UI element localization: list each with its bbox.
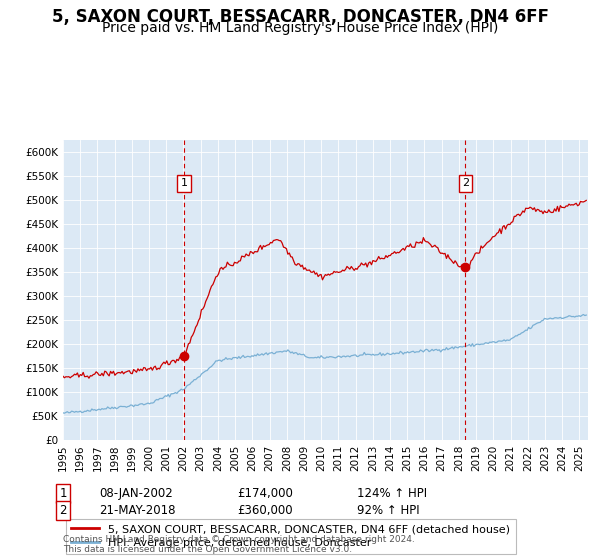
Text: 5, SAXON COURT, BESSACARR, DONCASTER, DN4 6FF: 5, SAXON COURT, BESSACARR, DONCASTER, DN… [52,8,548,26]
Text: 21-MAY-2018: 21-MAY-2018 [99,504,176,517]
Text: 08-JAN-2002: 08-JAN-2002 [99,487,173,501]
Text: £174,000: £174,000 [237,487,293,501]
Text: 124% ↑ HPI: 124% ↑ HPI [357,487,427,501]
Text: Contains HM Land Registry data © Crown copyright and database right 2024.
This d: Contains HM Land Registry data © Crown c… [63,535,415,554]
Text: £360,000: £360,000 [237,504,293,517]
Legend: 5, SAXON COURT, BESSACARR, DONCASTER, DN4 6FF (detached house), HPI: Average pri: 5, SAXON COURT, BESSACARR, DONCASTER, DN… [66,519,516,553]
Text: 1: 1 [181,179,188,189]
Text: 92% ↑ HPI: 92% ↑ HPI [357,504,419,517]
Text: Price paid vs. HM Land Registry's House Price Index (HPI): Price paid vs. HM Land Registry's House … [102,21,498,35]
Text: 1: 1 [59,487,67,501]
Text: 2: 2 [462,179,469,189]
Text: 2: 2 [59,504,67,517]
